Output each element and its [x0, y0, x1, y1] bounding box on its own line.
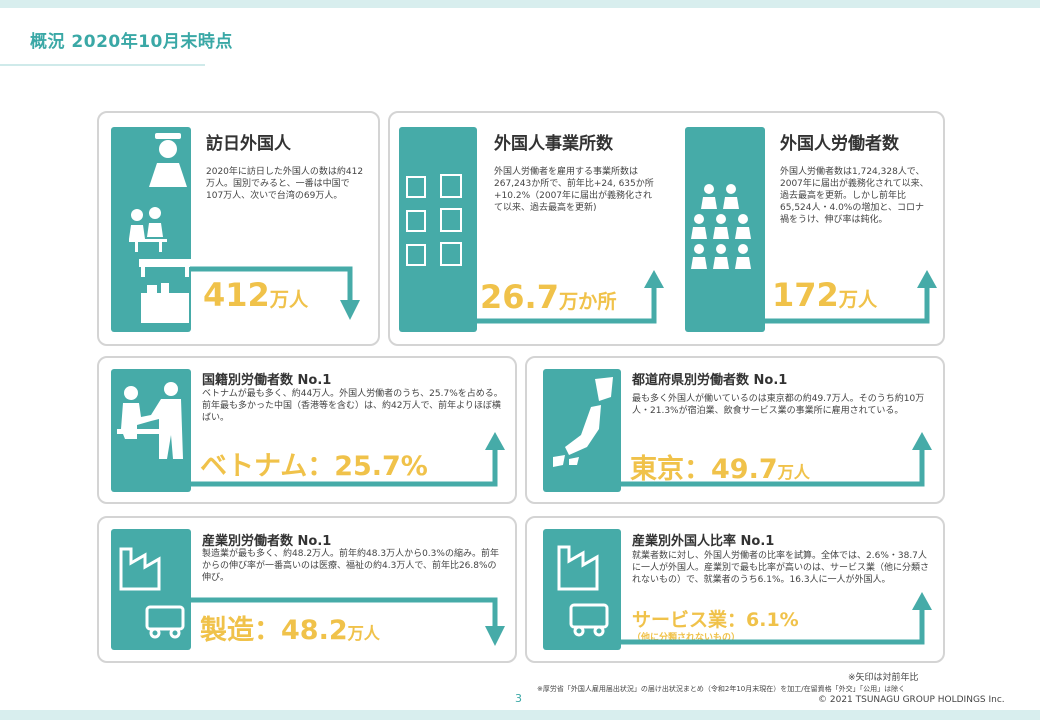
workers-title: 外国人労働者数: [780, 134, 899, 154]
truck-icon: [145, 605, 185, 639]
prefecture-icon-panel: [543, 369, 621, 492]
industry-description: 製造業が最も多く、約48.2万人。前年約48.3万人から0.3%の縮み。前年から…: [202, 549, 499, 583]
nationality-value: ベトナム：25.7%: [200, 451, 428, 482]
prefecture-value: 東京：49.7万人: [630, 447, 810, 486]
offices-value-number: 26.7: [480, 278, 559, 316]
visitors-description: 2020年に訪日した外国人の数は約412万人。国別でみると、一番は中国で107万…: [206, 167, 364, 201]
offices-icon-panel: [399, 127, 477, 332]
ratio-description: 就業者数に対し、外国人労働者の比率を試算。全体では、2.6%・38.7人に一人が…: [632, 551, 930, 585]
industry-value-number: 製造：48.2: [200, 615, 348, 646]
page-title: 概況 2020年10月末時点: [30, 32, 233, 52]
workers-description: 外国人労働者数は1,724,328人で、 2007年に届出が義務化されて以来、過…: [780, 167, 929, 225]
copyright: © 2021 TSUNAGU GROUP HOLDINGS Inc.: [818, 695, 1005, 705]
bottom-decoration-bar: [0, 710, 1040, 720]
workers-value-unit: 万人: [838, 288, 878, 311]
industry-value-unit: 万人: [347, 624, 380, 643]
prefecture-trend-up-arrow-icon: [621, 432, 932, 487]
top-decoration-bar: [0, 0, 1040, 8]
visitors-value-number: 412: [203, 276, 270, 314]
offices-value-unit: 万か所: [558, 290, 617, 313]
visitors-trend-down-arrow-icon: [190, 266, 360, 320]
nationality-title: 国籍別労働者数 No.1: [202, 373, 332, 388]
ratio-value-subtitle: （他に分類されないもの）: [632, 633, 741, 643]
prefecture-value-unit: 万人: [777, 463, 810, 482]
prefecture-value-number: 東京：49.7: [630, 454, 778, 485]
factory-icon: [557, 545, 609, 637]
workers-trend-up-arrow-icon: [765, 270, 937, 324]
ratio-value: サービス業：6.1%: [632, 609, 799, 631]
ratio-title: 産業別外国人比率 No.1: [632, 534, 775, 549]
building-icon: [406, 174, 462, 266]
nationality-description: ベトナムが最も多く、約44万人。外国人労働者のうち、25.7%を占める。前年最も…: [202, 389, 503, 423]
visitors-icon-panel: [111, 127, 191, 332]
ratio-icon-panel: [543, 529, 621, 650]
truck-icon: [569, 603, 609, 637]
factory-icon: [119, 547, 185, 639]
industry-icon-panel: [111, 529, 191, 650]
visitors-value-unit: 万人: [269, 288, 309, 311]
workers-value: 172万人: [772, 276, 877, 314]
nationality-trend-up-arrow-icon: [190, 432, 505, 487]
industry-value: 製造：48.2万人: [200, 608, 380, 647]
arrow-footnote: ※矢印は対前年比: [848, 673, 919, 683]
visitors-illustration-icon: [129, 133, 191, 323]
industry-title: 産業別労働者数 No.1: [202, 534, 332, 549]
offices-description: 外国人労働者を雇用する事業所数は267,243か所で、前年比+24, 635か所…: [494, 167, 654, 213]
industry-trend-down-arrow-icon: [190, 597, 505, 646]
nationality-icon-panel: [111, 369, 191, 492]
workers-icon-panel: [685, 127, 765, 332]
page-number: 3: [515, 692, 522, 705]
ratio-trend-up-arrow-icon: [621, 592, 932, 645]
visitors-title: 訪日外国人: [206, 134, 291, 154]
title-underline: [0, 64, 205, 66]
prefecture-title: 都道府県別労働者数 No.1: [632, 373, 788, 388]
card-offices-workers: [388, 111, 945, 346]
visitors-value: 412万人: [203, 276, 308, 314]
offices-title: 外国人事業所数: [494, 134, 613, 154]
workers-value-number: 172: [772, 276, 839, 314]
japan-map-icon: [553, 377, 613, 467]
people-group-icon: [691, 184, 751, 269]
offices-trend-up-arrow-icon: [476, 270, 664, 324]
handshake-people-icon: [117, 382, 183, 459]
prefecture-description: 最も多く外国人が働いているのは東京都の約49.7万人。そのうち約10万人・21.…: [632, 394, 925, 416]
offices-value: 26.7万か所: [480, 278, 617, 316]
source-footnote: ※厚労省「外国人雇用届出状況」の届け出状況まとめ（令和2年10月末現在）を加工/…: [537, 685, 906, 693]
